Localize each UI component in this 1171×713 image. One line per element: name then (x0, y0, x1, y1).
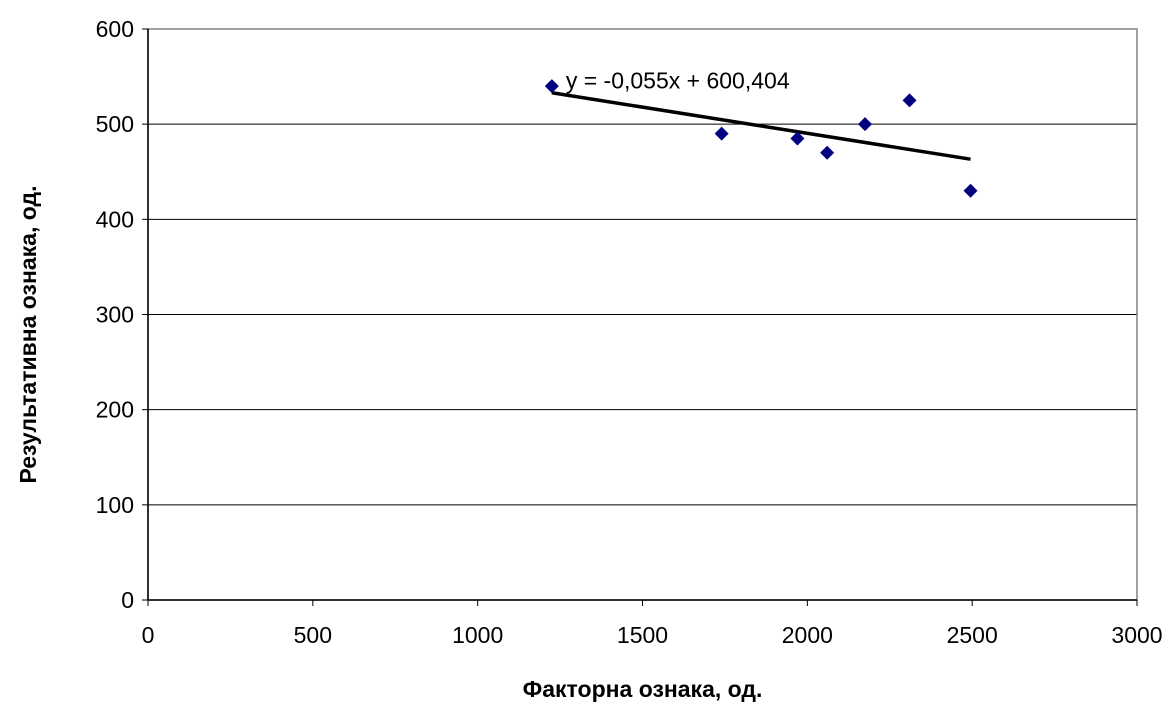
x-tick-label: 3000 (1111, 622, 1162, 648)
y-tick-label: 100 (96, 492, 134, 518)
x-tick-label: 2500 (947, 622, 998, 648)
data-points (544, 79, 978, 198)
y-tick-label: 400 (96, 206, 134, 232)
x-tick-label: 2000 (782, 622, 833, 648)
x-tick-label: 0 (142, 622, 155, 648)
data-point (963, 183, 978, 198)
data-point (902, 93, 917, 108)
data-point (820, 145, 835, 160)
y-tick-label: 0 (121, 587, 134, 613)
data-point (790, 131, 805, 146)
y-tick-label: 200 (96, 397, 134, 423)
trendline (551, 91, 971, 161)
x-tick-label: 500 (294, 622, 332, 648)
axes: 0 100 200 300 400 500 600 0 500 1000 1500 2000 2500 3… (96, 16, 1163, 648)
x-tick-label: 1000 (452, 622, 503, 648)
y-tick-label: 500 (96, 111, 134, 137)
y-tick-label: 300 (96, 302, 134, 328)
trendline-equation: y = -0,055x + 600,404 (566, 68, 790, 94)
data-point (858, 117, 873, 132)
x-axis-title: Факторна ознака, од. (523, 676, 763, 702)
y-axis-title: Результативна ознака, од. (15, 186, 41, 484)
gridlines (148, 28, 1137, 506)
x-tick-label: 1500 (617, 622, 668, 648)
trendline-group (551, 91, 971, 161)
data-point (714, 126, 729, 141)
y-tick-label: 600 (96, 16, 134, 42)
data-point (544, 79, 559, 94)
